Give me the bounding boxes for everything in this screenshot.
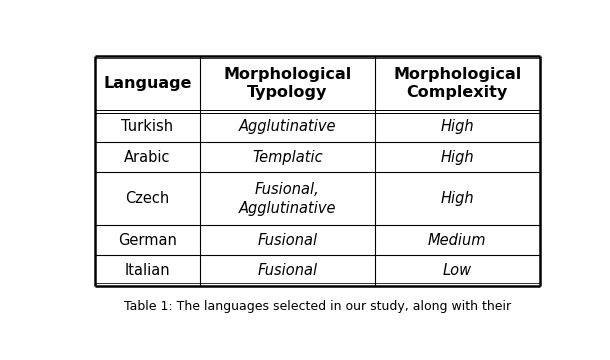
- Text: Table 1: The languages selected in our study, along with their: Table 1: The languages selected in our s…: [124, 300, 511, 313]
- Text: Fusional: Fusional: [257, 233, 317, 248]
- Text: Low: Low: [443, 263, 472, 278]
- Text: Fusional,
Agglutinative: Fusional, Agglutinative: [239, 182, 336, 216]
- Text: High: High: [440, 191, 474, 206]
- Text: Agglutinative: Agglutinative: [239, 119, 336, 134]
- Text: Turkish: Turkish: [121, 119, 173, 134]
- Text: High: High: [440, 150, 474, 165]
- Text: German: German: [118, 233, 177, 248]
- Text: Italian: Italian: [124, 263, 170, 278]
- Text: Medium: Medium: [428, 233, 487, 248]
- Text: Czech: Czech: [125, 191, 170, 206]
- Text: Morphological
Complexity: Morphological Complexity: [393, 67, 522, 100]
- Text: Arabic: Arabic: [124, 150, 171, 165]
- Text: Templatic: Templatic: [252, 150, 323, 165]
- Text: Fusional: Fusional: [257, 263, 317, 278]
- Text: High: High: [440, 119, 474, 134]
- Text: Morphological
Typology: Morphological Typology: [223, 67, 351, 100]
- Text: Language: Language: [103, 76, 192, 91]
